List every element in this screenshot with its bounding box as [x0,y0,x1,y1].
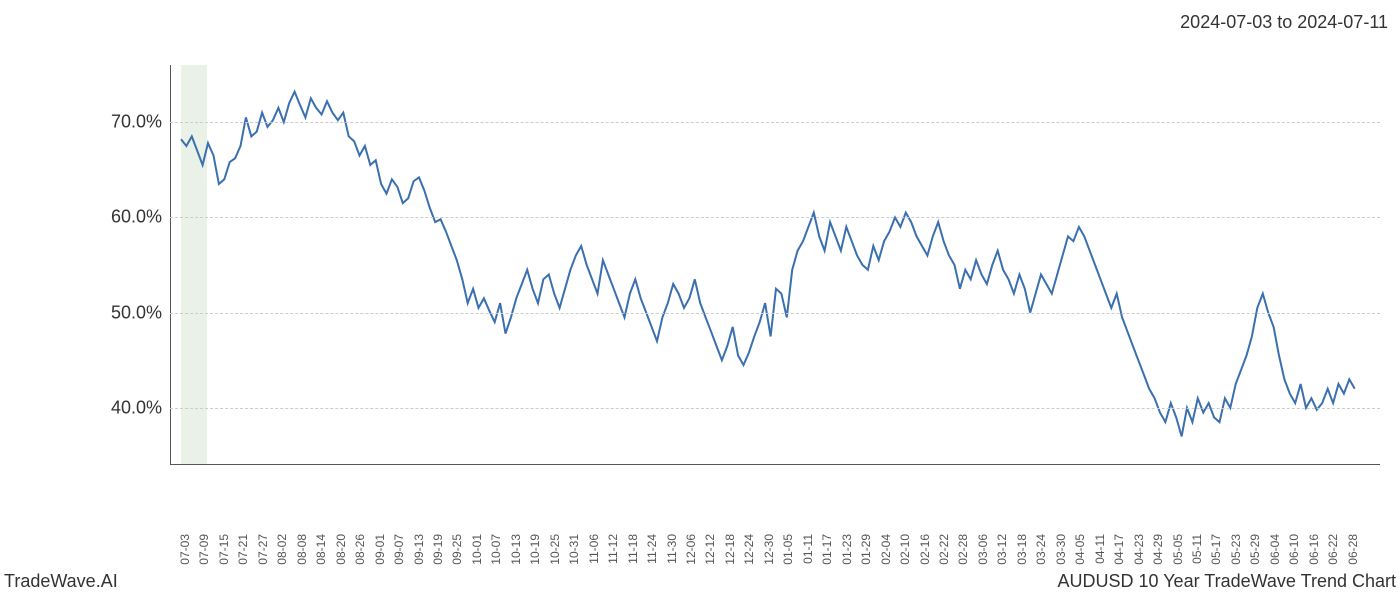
x-tick-label: 03-24 [1034,534,1048,594]
x-tick-label: 01-17 [820,534,834,594]
gridline [170,122,1380,123]
x-tick-label: 10-31 [567,534,581,594]
x-tick-label: 10-13 [509,534,523,594]
y-tick-label: 50.0% [111,302,162,323]
x-tick-label: 09-07 [392,534,406,594]
x-tick-label: 07-09 [197,534,211,594]
x-tick-label: 10-07 [489,534,503,594]
x-tick-label: 08-20 [334,534,348,594]
x-tick-label: 11-30 [665,534,679,594]
x-tick-label: 02-16 [918,534,932,594]
x-tick-label: 08-02 [275,534,289,594]
x-tick-label: 11-06 [587,534,601,594]
x-tick-label: 11-18 [626,534,640,594]
x-tick-label: 09-01 [373,534,387,594]
y-tick-label: 60.0% [111,207,162,228]
y-tick-label: 70.0% [111,112,162,133]
x-tick-label: 11-24 [645,534,659,594]
x-tick-label: 12-18 [723,534,737,594]
x-tick-label: 02-22 [937,534,951,594]
x-tick-label: 09-25 [450,534,464,594]
x-tick-label: 12-12 [703,534,717,594]
x-tick-label: 07-27 [256,534,270,594]
x-tick-label: 11-12 [606,534,620,594]
x-tick-label: 01-23 [840,534,854,594]
x-tick-label: 12-06 [684,534,698,594]
x-tick-label: 03-18 [1015,534,1029,594]
x-tick-label: 03-06 [976,534,990,594]
x-tick-label: 10-01 [470,534,484,594]
gridline [170,408,1380,409]
x-tick-label: 02-28 [956,534,970,594]
x-tick-label: 01-11 [801,534,815,594]
x-tick-label: 10-25 [548,534,562,594]
x-tick-label: 01-05 [781,534,795,594]
trend-line [171,65,1380,464]
x-tick-label: 02-04 [879,534,893,594]
footer-title: AUDUSD 10 Year TradeWave Trend Chart [1058,571,1397,592]
x-tick-label: 08-14 [314,534,328,594]
x-tick-label: 12-30 [762,534,776,594]
x-tick-label: 08-26 [353,534,367,594]
x-tick-label: 09-19 [431,534,445,594]
x-tick-label: 10-19 [528,534,542,594]
y-tick-label: 40.0% [111,397,162,418]
x-tick-label: 07-15 [217,534,231,594]
x-tick-label: 07-03 [178,534,192,594]
x-tick-label: 03-12 [995,534,1009,594]
chart-plot-area [170,65,1380,465]
x-tick-label: 12-24 [742,534,756,594]
gridline [170,217,1380,218]
x-tick-label: 07-21 [236,534,250,594]
date-range-label: 2024-07-03 to 2024-07-11 [1180,12,1388,33]
x-tick-label: 08-08 [295,534,309,594]
x-tick-label: 02-10 [898,534,912,594]
x-tick-label: 09-13 [412,534,426,594]
footer-brand: TradeWave.AI [4,571,118,592]
x-tick-label: 01-29 [859,534,873,594]
gridline [170,313,1380,314]
